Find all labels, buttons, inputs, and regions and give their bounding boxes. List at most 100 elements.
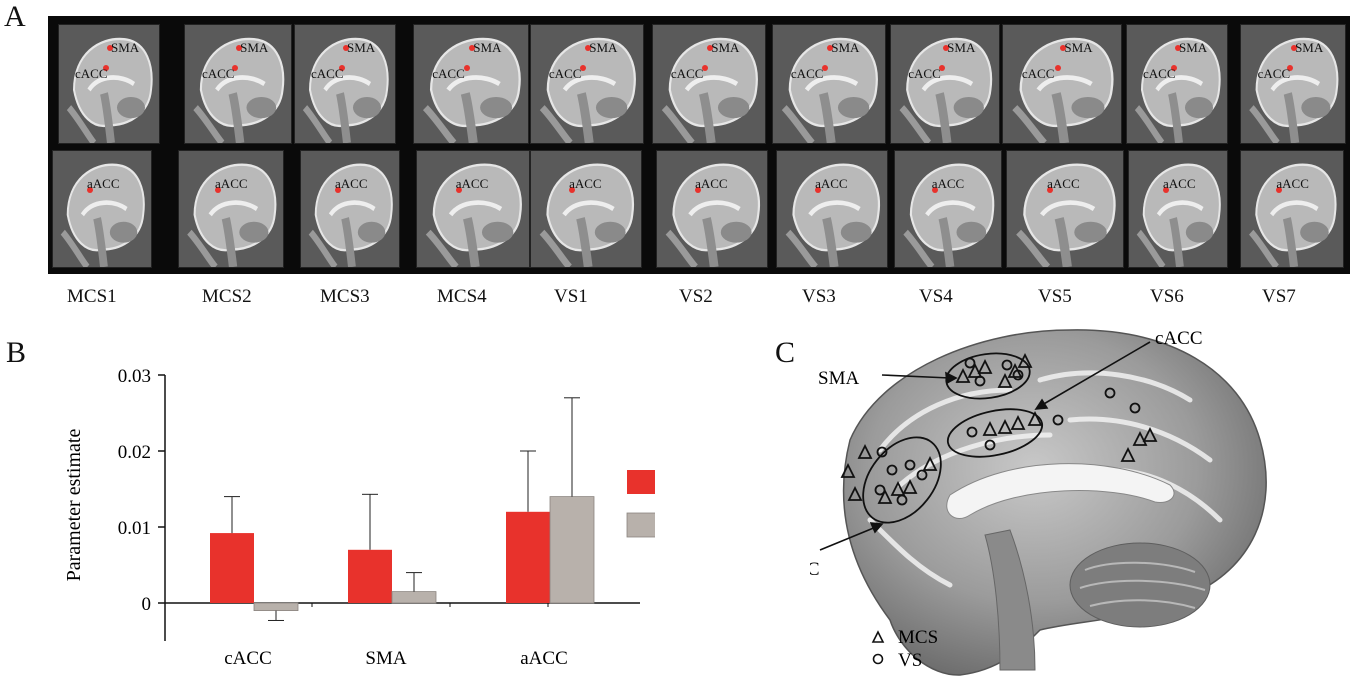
mri-tile-top: SMA cACC: [294, 24, 396, 144]
mri-tile-bottom: aACC: [656, 150, 768, 268]
cacc-tile-label: cACC: [670, 66, 704, 81]
panel-label-a: A: [4, 0, 26, 33]
vs-circle-marker: [904, 459, 916, 471]
mcs-triangle-marker: [1017, 352, 1033, 368]
aacc-tile-label: aACC: [335, 176, 368, 191]
mri-tile-top: SMA cACC: [184, 24, 292, 144]
mcs-triangle-marker: [922, 455, 938, 471]
vs-circle-marker: [896, 494, 908, 506]
sma-region-label: SMA: [818, 368, 859, 389]
roi-dot: [942, 45, 949, 51]
roi-dot: [107, 45, 113, 51]
mri-tile-bottom: aACC: [300, 150, 400, 268]
subject-label: VS7: [1262, 286, 1296, 307]
panel-label-c: C: [775, 336, 796, 369]
bar: [253, 602, 299, 611]
mri-tile-bottom: aACC: [776, 150, 888, 268]
mcs-triangle-marker: [890, 480, 906, 496]
brainstem: [984, 529, 1036, 671]
vs-circle-marker: [1012, 369, 1024, 381]
mri-tile-top: SMA cACC: [413, 24, 529, 144]
x-category-label: cACC: [224, 648, 272, 669]
roi-dot: [343, 45, 349, 51]
subject-label: VS6: [1150, 286, 1184, 307]
x-category-label: SMA: [365, 648, 406, 669]
y-tick-label: 0.01: [118, 518, 151, 539]
roi-dot: [235, 45, 242, 51]
y-axis-label: Parameter estimate: [63, 429, 85, 582]
cacc-tile-label: cACC: [432, 66, 465, 81]
mri-tile-bottom: aACC: [178, 150, 284, 268]
roi-dot: [103, 65, 109, 71]
roi-dot: [1290, 45, 1297, 51]
sma-tile-label: SMA: [111, 40, 140, 55]
roi-dot: [1059, 45, 1066, 51]
roi-dot: [580, 65, 587, 71]
legend-swatch: [627, 470, 655, 494]
legend-vs-label: VS: [898, 650, 922, 671]
cacc-tile-label: cACC: [908, 66, 941, 81]
bar: [391, 591, 437, 604]
mcs-triangle-icon: [871, 630, 885, 643]
mcs-triangle-marker: [977, 358, 993, 374]
sma-tile-label: SMA: [1064, 40, 1093, 55]
roi-dot: [706, 45, 713, 51]
roi-dot: [1047, 187, 1054, 193]
mri-tile-bottom: aACC: [894, 150, 1002, 268]
mri-tile-bottom: aACC: [416, 150, 530, 268]
panel-label-b: B: [6, 336, 27, 369]
aacc-roi-ellipse: [862, 436, 942, 524]
aacc-tile-label: aACC: [87, 176, 120, 191]
y-tick-label: 0.03: [118, 366, 151, 387]
mcs-triangle-marker: [847, 485, 863, 501]
mri-tile-top: SMA cACC: [58, 24, 160, 144]
cacc-tile-label: cACC: [790, 66, 824, 81]
mri-tile-bottom: aACC: [530, 150, 642, 268]
mcs-triangle-marker: [877, 488, 893, 504]
subject-label: MCS4: [437, 286, 487, 307]
mcs-triangle-marker: [1142, 426, 1158, 442]
roi-dot: [938, 65, 945, 71]
sma-arrow: [881, 374, 951, 379]
vs-circle-marker: [984, 439, 996, 451]
mcs-triangle-marker: [997, 372, 1013, 388]
y-tick-label: 0: [142, 594, 152, 615]
mri-image-strip: SMA cACC aACC SMA cACC aACC SMA cACC aACC SMA cACC…: [48, 16, 1350, 274]
aacc-tile-label: aACC: [695, 176, 728, 191]
mri-tile-bottom: aACC: [1240, 150, 1344, 268]
mcs-triangle-marker: [1120, 446, 1136, 462]
vs-circle-marker: [974, 375, 986, 387]
mcs-triangle-marker: [857, 443, 873, 459]
vs-circle-marker: [1104, 387, 1116, 399]
roi-dot: [464, 65, 471, 71]
aacc-tile-label: aACC: [1163, 176, 1196, 191]
cacc-tile-label: cACC: [75, 66, 108, 81]
sma-tile-label: SMA: [1295, 40, 1324, 55]
roi-dot: [455, 187, 462, 193]
bar: [348, 549, 392, 603]
sma-tile-label: SMA: [831, 40, 860, 55]
cacc-tile-label: cACC: [1021, 66, 1055, 81]
roi-dot: [1171, 65, 1177, 71]
sma-tile-label: SMA: [589, 40, 618, 55]
roi-dot: [1163, 187, 1169, 193]
sma-tile-label: SMA: [947, 40, 976, 55]
roi-dot: [1286, 65, 1293, 71]
vs-circle-marker: [1129, 402, 1141, 414]
subject-label: VS1: [554, 286, 588, 307]
roi-dot: [87, 187, 93, 193]
aacc-tile-label: aACC: [815, 176, 848, 191]
cacc-tile-label: cACC: [1257, 66, 1291, 81]
roi-dot: [215, 187, 222, 193]
corpus-callosum: [946, 463, 1175, 519]
bar-chart: Parameter estimate 0 0.01 0.02 0.03 cACC SMA a…: [63, 366, 655, 669]
subject-label: VS3: [802, 286, 836, 307]
roi-dot: [826, 45, 833, 51]
cacc-tile-label: cACC: [311, 66, 344, 81]
sma-tile-label: SMA: [711, 40, 740, 55]
mri-tile-top: SMA cACC: [890, 24, 1000, 144]
roi-dot: [815, 187, 822, 193]
vs-circle-marker: [874, 484, 886, 496]
mcs-triangle-marker: [1132, 430, 1148, 446]
aacc-tile-label: aACC: [455, 176, 489, 191]
